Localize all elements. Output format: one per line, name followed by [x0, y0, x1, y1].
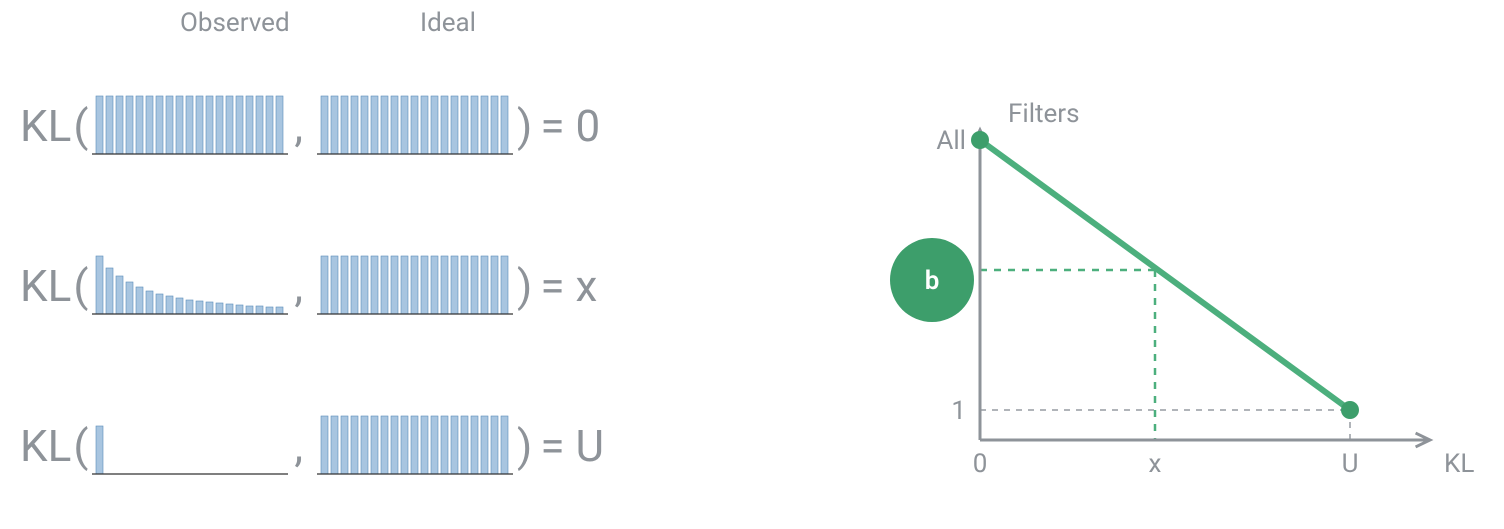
- kl-row-1: KL(,)= x: [20, 206, 820, 366]
- observed-chart: [90, 412, 290, 480]
- kl-rows-container: KL(,)= 0KL(,)= xKL(,)= U: [20, 46, 820, 526]
- svg-text:All: All: [936, 126, 966, 156]
- observed-header: Observed: [180, 8, 290, 38]
- svg-text:Filters: Filters: [1008, 99, 1080, 129]
- close-paren: ): [517, 100, 532, 152]
- comma: ,: [294, 420, 303, 472]
- observed-bars: [90, 412, 290, 476]
- svg-text:0: 0: [973, 449, 988, 479]
- ideal-header: Ideal: [420, 8, 476, 38]
- kl-row-0: KL(,)= 0: [20, 46, 820, 206]
- svg-text:KL: KL: [1444, 449, 1474, 479]
- svg-text:x: x: [1149, 449, 1162, 479]
- kl-result: = 0: [540, 100, 600, 152]
- open-paren: (: [73, 100, 88, 152]
- close-paren: ): [517, 260, 532, 312]
- column-headers: Observed Ideal: [20, 0, 820, 46]
- kl-result: = x: [540, 260, 597, 312]
- kl-row-2: KL(,)= U: [20, 366, 820, 526]
- plot-svg: All 10 x U Filters KL b: [890, 40, 1490, 520]
- observed-chart: [90, 92, 290, 160]
- open-paren: (: [73, 420, 88, 472]
- close-paren: ): [517, 420, 532, 472]
- ideal-bars: [315, 92, 515, 156]
- comma: ,: [294, 100, 303, 152]
- observed-bars: [90, 252, 290, 316]
- observed-chart: [90, 252, 290, 320]
- kl-label: KL: [20, 420, 71, 472]
- ideal-chart: [315, 92, 515, 160]
- ideal-chart: [315, 412, 515, 480]
- comma: ,: [294, 260, 303, 312]
- ideal-chart: [315, 252, 515, 320]
- filters-vs-kl-plot: All 10 x U Filters KL b: [890, 40, 1490, 520]
- ideal-bars: [315, 252, 515, 316]
- svg-text:b: b: [925, 266, 940, 296]
- kl-equations-panel: Observed Ideal KL(,)= 0KL(,)= xKL(,)= U: [20, 0, 820, 526]
- observed-bars: [90, 92, 290, 156]
- kl-label: KL: [20, 100, 71, 152]
- svg-text:U: U: [1342, 449, 1359, 479]
- kl-label: KL: [20, 260, 71, 312]
- open-paren: (: [73, 260, 88, 312]
- ideal-bars: [315, 412, 515, 476]
- kl-result: = U: [540, 420, 604, 472]
- svg-text:1: 1: [951, 396, 966, 426]
